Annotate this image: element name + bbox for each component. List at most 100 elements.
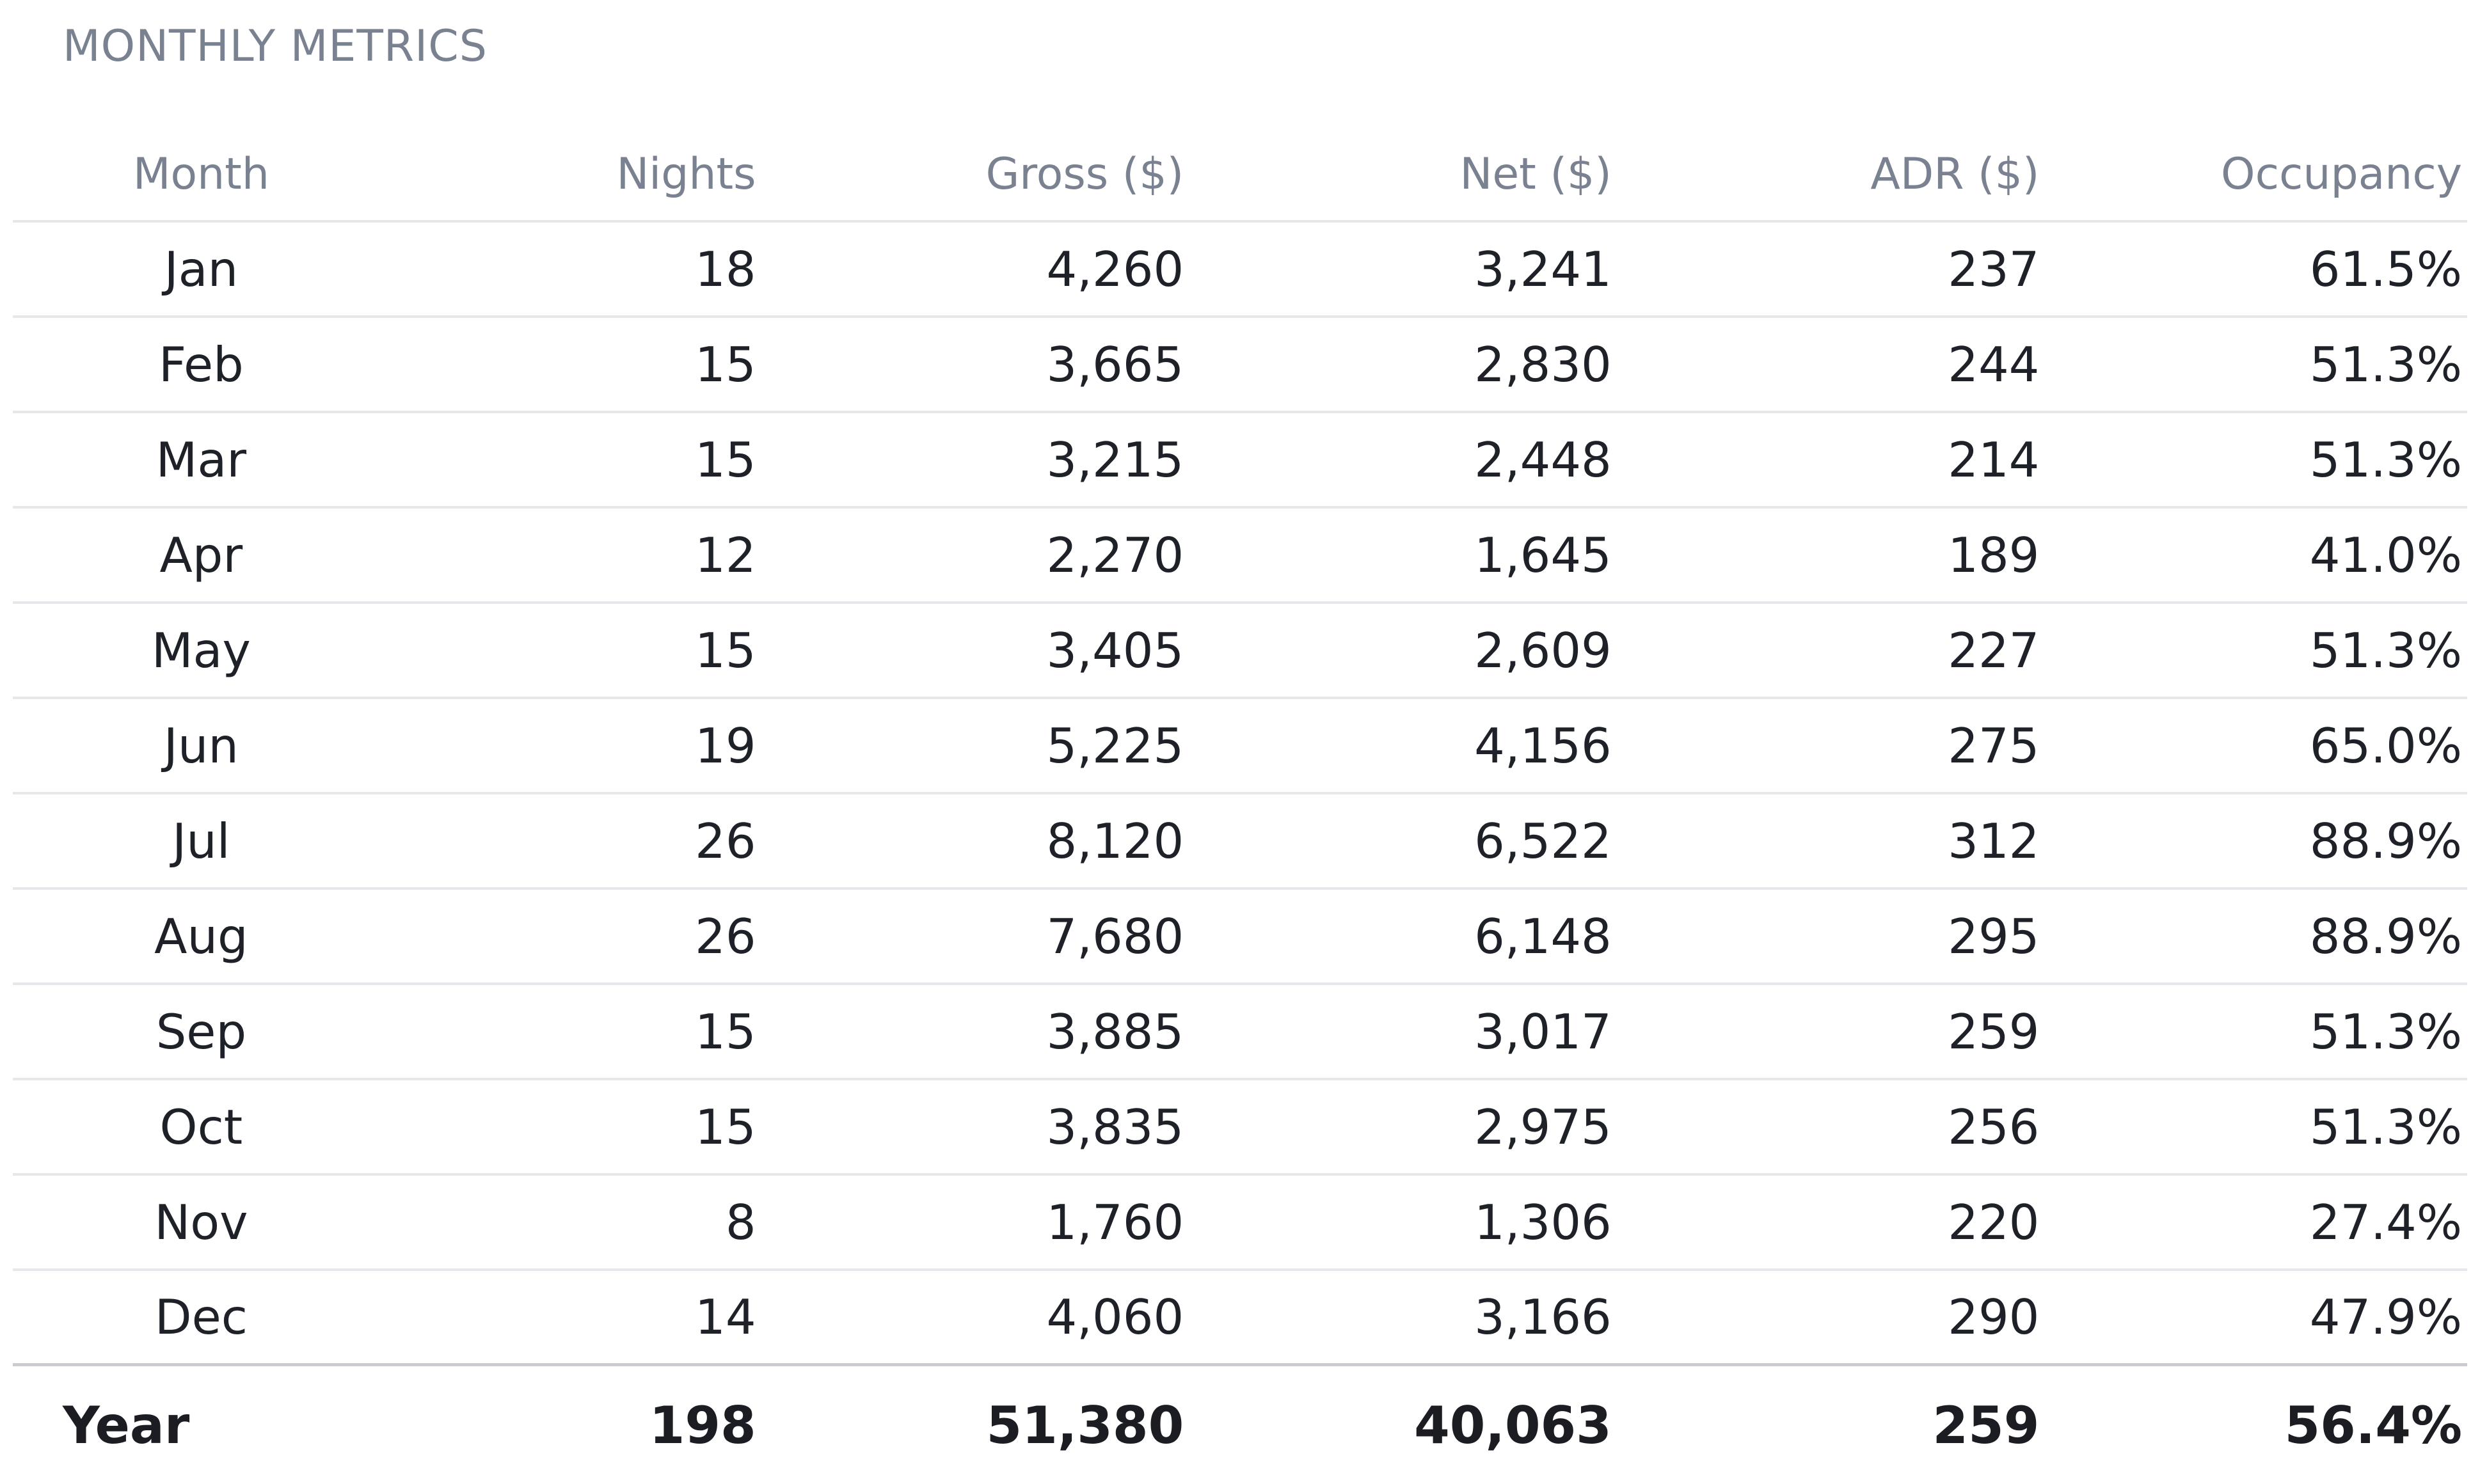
column-header-adr: ADR ($) [1870,148,2040,200]
table-row: Apr 12 2,270 1,645 189 41.0% [13,509,2467,604]
table-body: Jan 18 4,260 3,241 237 61.5% Feb 15 3,665 2,830 24… [13,223,2467,1366]
cell-net: 1,645 [1474,526,1612,583]
cell-occupancy: 41.0% [2309,526,2463,583]
cell-gross: 8,120 [1046,812,1184,869]
cell-month: May [151,622,251,679]
cell-month: Jan [164,241,239,297]
total-nights: 198 [649,1395,756,1455]
cell-adr: 189 [1948,526,2040,583]
cell-occupancy: 65.0% [2309,717,2463,774]
cell-adr: 244 [1948,336,2040,393]
cell-net: 4,156 [1474,717,1612,774]
table-row: Oct 15 3,835 2,975 256 51.3% [13,1080,2467,1176]
cell-net: 2,609 [1474,622,1612,679]
cell-gross: 3,835 [1046,1098,1184,1155]
cell-occupancy: 47.9% [2309,1289,2463,1345]
column-header-gross: Gross ($) [985,148,1184,200]
cell-nights: 12 [695,526,756,583]
cell-month: Feb [158,336,244,393]
cell-net: 3,017 [1474,1003,1612,1060]
cell-net: 1,306 [1474,1194,1612,1251]
page-title: MONTHLY METRICS [63,21,488,72]
cell-nights: 19 [695,717,756,774]
monthly-metrics-table: Month Nights Gross ($) Net ($) ADR ($) O… [13,128,2467,1484]
cell-nights: 15 [695,1003,756,1060]
cell-net: 6,522 [1474,812,1612,869]
cell-month: Jun [163,717,239,774]
cell-adr: 214 [1948,431,2040,488]
cell-nights: 26 [695,908,756,965]
cell-gross: 1,760 [1046,1194,1184,1251]
total-gross: 51,380 [986,1395,1184,1455]
cell-net: 3,166 [1474,1289,1612,1345]
cell-net: 2,975 [1474,1098,1612,1155]
cell-adr: 220 [1948,1194,2040,1251]
cell-month: Nov [154,1194,248,1251]
cell-adr: 312 [1948,812,2040,869]
cell-month: Oct [159,1098,243,1155]
cell-net: 3,241 [1474,241,1612,297]
table-row: Sep 15 3,885 3,017 259 51.3% [13,985,2467,1080]
table-header: Month Nights Gross ($) Net ($) ADR ($) O… [13,128,2467,223]
total-label: Year [63,1395,190,1455]
cell-net: 2,830 [1474,336,1612,393]
cell-month: Aug [154,908,248,965]
table-row: Jun 19 5,225 4,156 275 65.0% [13,699,2467,794]
table-row: Mar 15 3,215 2,448 214 51.3% [13,413,2467,509]
cell-gross: 3,885 [1046,1003,1184,1060]
table-row: Feb 15 3,665 2,830 244 51.3% [13,318,2467,413]
table-row: Jul 26 8,120 6,522 312 88.9% [13,794,2467,890]
column-header-occupancy: Occupancy [2221,148,2463,200]
cell-month: Apr [159,526,243,583]
cell-nights: 15 [695,336,756,393]
cell-gross: 4,060 [1046,1289,1184,1345]
cell-gross: 4,260 [1046,241,1184,297]
cell-nights: 8 [725,1194,756,1251]
cell-adr: 259 [1948,1003,2040,1060]
cell-nights: 15 [695,1098,756,1155]
cell-occupancy: 51.3% [2309,431,2463,488]
total-adr: 259 [1932,1395,2040,1455]
cell-month: Jul [172,812,230,869]
cell-net: 2,448 [1474,431,1612,488]
cell-gross: 5,225 [1046,717,1184,774]
cell-adr: 256 [1948,1098,2040,1155]
cell-gross: 3,215 [1046,431,1184,488]
cell-nights: 15 [695,622,756,679]
cell-occupancy: 88.9% [2309,812,2463,869]
cell-gross: 3,405 [1046,622,1184,679]
cell-adr: 227 [1948,622,2040,679]
cell-occupancy: 51.3% [2309,1003,2463,1060]
cell-occupancy: 27.4% [2309,1194,2463,1251]
column-header-month: Month [132,148,269,200]
cell-adr: 295 [1948,908,2040,965]
cell-net: 6,148 [1474,908,1612,965]
table-row: Dec 14 4,060 3,166 290 47.9% [13,1271,2467,1366]
table-row: May 15 3,405 2,609 227 51.3% [13,604,2467,699]
cell-month: Sep [155,1003,247,1060]
cell-adr: 290 [1948,1289,2040,1345]
total-net: 40,063 [1414,1395,1612,1455]
cell-gross: 3,665 [1046,336,1184,393]
cell-nights: 14 [695,1289,756,1345]
column-header-net: Net ($) [1459,148,1612,200]
cell-nights: 18 [695,241,756,297]
cell-nights: 26 [695,812,756,869]
cell-occupancy: 51.3% [2309,1098,2463,1155]
table-row: Nov 8 1,760 1,306 220 27.4% [13,1176,2467,1271]
cell-gross: 7,680 [1046,908,1184,965]
column-header-nights: Nights [616,148,756,200]
table-row: Aug 26 7,680 6,148 295 88.9% [13,890,2467,985]
cell-adr: 275 [1948,717,2040,774]
cell-occupancy: 51.3% [2309,622,2463,679]
cell-occupancy: 88.9% [2309,908,2463,965]
table-row: Jan 18 4,260 3,241 237 61.5% [13,223,2467,318]
cell-gross: 2,270 [1046,526,1184,583]
cell-occupancy: 51.3% [2309,336,2463,393]
cell-occupancy: 61.5% [2309,241,2463,297]
cell-nights: 15 [695,431,756,488]
cell-adr: 237 [1948,241,2040,297]
cell-month: Mar [155,431,247,488]
total-occupancy: 56.4% [2284,1395,2463,1455]
cell-month: Dec [154,1289,248,1345]
